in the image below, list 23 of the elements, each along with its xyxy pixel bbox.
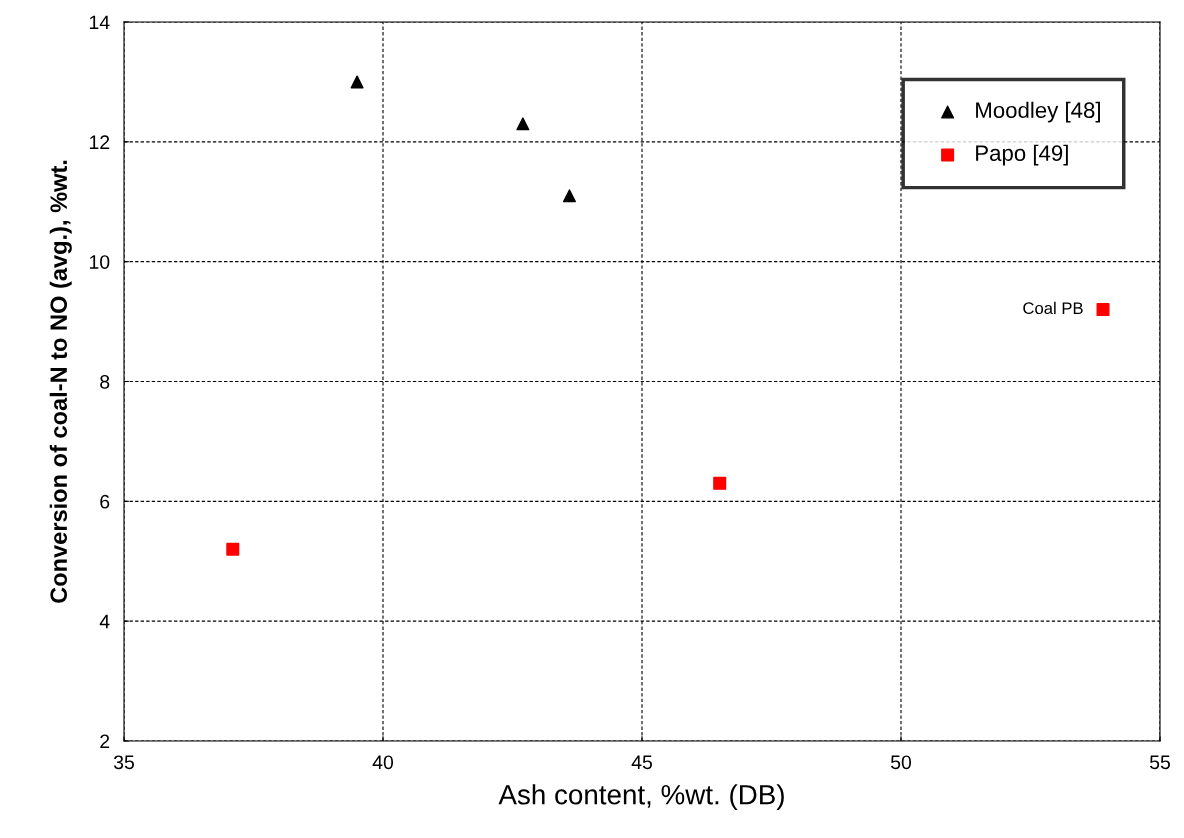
y-tick-label: 6 — [100, 494, 110, 509]
y-tick-label: 12 — [89, 135, 110, 149]
x-tick-label: 35 — [113, 755, 134, 770]
point — [713, 476, 727, 490]
annotation: Coal PB — [1023, 301, 1083, 315]
legend-label: Moodley [48] — [976, 101, 1100, 123]
y-tick-label: 10 — [89, 255, 110, 269]
point — [1096, 303, 1110, 317]
x-tick-label: 45 — [631, 755, 652, 770]
y-axis-title: Conversion of coal-N to NO (avg.), %wt. — [49, 160, 72, 603]
point — [350, 75, 364, 89]
point — [562, 189, 576, 203]
x-tick-label: 40 — [372, 755, 394, 770]
y-tick-label: 8 — [100, 374, 110, 389]
legend-label: Papo [49] — [976, 144, 1068, 166]
y-tick-label: 2 — [100, 734, 110, 749]
y-tick-label: 14 — [89, 15, 110, 30]
x-axis-title: Ash content, %wt. (DB) — [498, 784, 784, 811]
x-tick-label: 55 — [1149, 755, 1170, 770]
point — [226, 542, 240, 556]
x-tick-label: 50 — [890, 755, 912, 770]
point — [516, 117, 530, 131]
y-tick-label: 4 — [99, 614, 110, 629]
